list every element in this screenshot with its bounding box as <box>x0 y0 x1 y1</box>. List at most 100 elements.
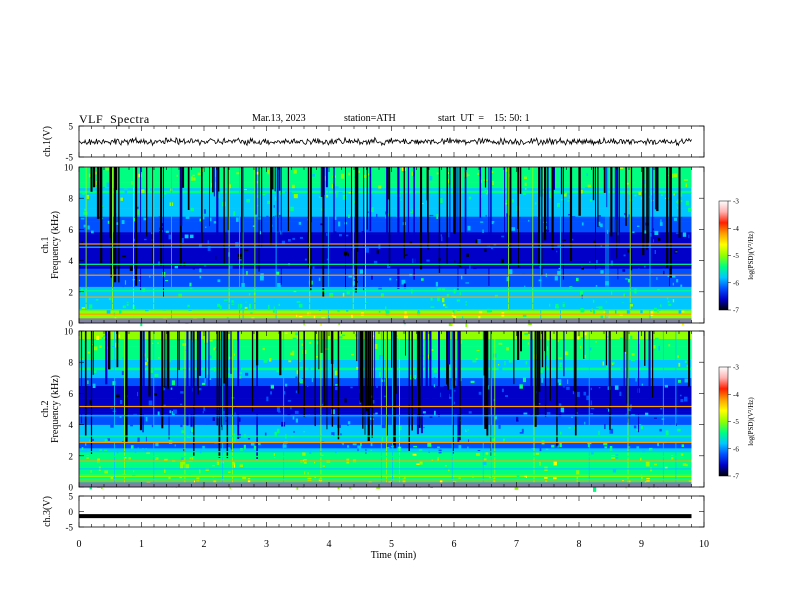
spectrum-speckle <box>441 246 445 251</box>
spectrum-speckle <box>521 185 523 187</box>
sferic-streak <box>418 331 421 416</box>
spectrum-speckle <box>162 386 166 391</box>
spectrum-speckle <box>146 241 148 244</box>
spectrum-speckle <box>225 420 227 422</box>
spectrum-speckle <box>555 227 557 231</box>
sferic-streak <box>407 167 410 263</box>
spectrum-speckle <box>509 269 513 275</box>
spectrum-speckle <box>369 464 371 468</box>
spectrum-speckle <box>635 191 637 193</box>
spectrum-speckle <box>490 171 494 174</box>
spectrum-speckle <box>480 221 484 223</box>
spectrum-speckle <box>416 452 418 455</box>
x-tick-label: 9 <box>639 539 644 550</box>
spectrum-speckle <box>344 398 347 403</box>
spectrum-speckle <box>603 252 607 255</box>
spectrum-speckle <box>604 408 609 414</box>
spectrum-speckle <box>571 216 576 222</box>
spectrum-speckle <box>250 442 255 446</box>
spectrum-speckle <box>641 476 643 481</box>
spectrum-speckle <box>657 441 659 447</box>
spectrum-speckle <box>628 192 630 195</box>
spectrum-speckle <box>247 300 250 302</box>
spectrum-speckle <box>122 285 124 288</box>
spectrum-speckle <box>323 176 328 181</box>
spectrum-speckle <box>340 433 342 436</box>
spectrum-speckle <box>137 447 139 449</box>
sferic-streak <box>274 167 276 192</box>
impulse-line <box>283 331 285 487</box>
spectrum-speckle <box>145 448 147 452</box>
spectrum-speckle <box>290 352 294 356</box>
spectrum-speckle <box>427 354 430 359</box>
spectrum-speckle <box>387 476 390 481</box>
spectrum-speckle <box>194 172 199 175</box>
spectrum-speckle <box>298 221 302 225</box>
spectrum-speckle <box>511 199 514 203</box>
spectrum-speckle <box>95 299 99 301</box>
impulse-line <box>232 331 233 487</box>
spectrum-speckle <box>557 245 561 247</box>
spectrum-band <box>79 247 692 251</box>
spectrum-speckle <box>207 348 209 351</box>
spectrum-speckle <box>86 332 89 336</box>
spectrum-speckle <box>429 175 433 181</box>
spectrum-speckle <box>256 224 259 228</box>
spectrum-speckle <box>654 220 659 224</box>
spectrum-speckle <box>571 416 573 418</box>
spectrum-speckle <box>558 403 562 406</box>
spectrum-speckle <box>318 277 321 281</box>
spectrum-speckle <box>331 432 335 436</box>
spectrum-speckle <box>261 182 266 186</box>
sferic-streak <box>125 331 128 444</box>
spectrum-speckle <box>140 322 143 327</box>
spectrum-speckle <box>196 435 200 440</box>
spectrum-speckle <box>542 187 545 189</box>
sferic-streak <box>320 331 323 353</box>
spectrum-band <box>79 370 692 373</box>
spectrum-speckle <box>567 379 569 384</box>
spectrum-speckle <box>640 457 642 462</box>
spectrum-speckle <box>80 218 85 220</box>
spectrum-speckle <box>137 437 140 443</box>
spectrum-speckle <box>545 480 548 482</box>
spectrum-speckle <box>284 391 286 395</box>
spectrum-speckle <box>223 410 225 414</box>
spectrum-speckle <box>438 198 443 203</box>
spectrum-speckle <box>625 413 628 417</box>
spectrum-speckle <box>199 268 202 273</box>
spectrum-speckle <box>502 188 505 190</box>
sferic-streak <box>530 331 533 416</box>
spectrum-speckle <box>224 299 228 302</box>
spectrum-speckle <box>539 446 542 452</box>
sferic-streak <box>484 167 487 188</box>
colorbar-tick-label: -7 <box>733 473 739 481</box>
x-tick-label: 2 <box>202 539 207 550</box>
spectrum-speckle <box>443 288 446 292</box>
spectrum-speckle <box>643 432 647 437</box>
spectrum-speckle <box>426 351 431 353</box>
spectrum-speckle <box>472 464 475 469</box>
spectrum-speckle <box>96 335 100 340</box>
spectrum-speckle <box>245 415 249 418</box>
spectrum-speckle <box>659 304 662 308</box>
spectrum-speckle <box>378 470 380 474</box>
spectrum-speckle <box>538 279 542 282</box>
spectrum-speckle <box>447 194 451 198</box>
spectrum-band <box>79 221 692 225</box>
spectrum-speckle <box>383 395 386 397</box>
spectrum-speckle <box>188 432 193 437</box>
spectrum-speckle <box>612 363 614 366</box>
spectrum-speckle <box>672 299 675 303</box>
spectrum-speckle <box>279 455 282 460</box>
sferic-streak <box>395 331 397 394</box>
sferic-streak <box>96 167 100 219</box>
spectrum-speckle <box>563 191 566 195</box>
sferic-streak <box>168 331 170 440</box>
spectrum-speckle <box>389 277 392 281</box>
spectrum-speckle <box>213 367 216 372</box>
spectrum-speckle <box>398 277 403 280</box>
spectrum-speckle <box>476 453 480 457</box>
spectrum-band <box>79 403 692 407</box>
spectrum-speckle <box>505 169 509 172</box>
